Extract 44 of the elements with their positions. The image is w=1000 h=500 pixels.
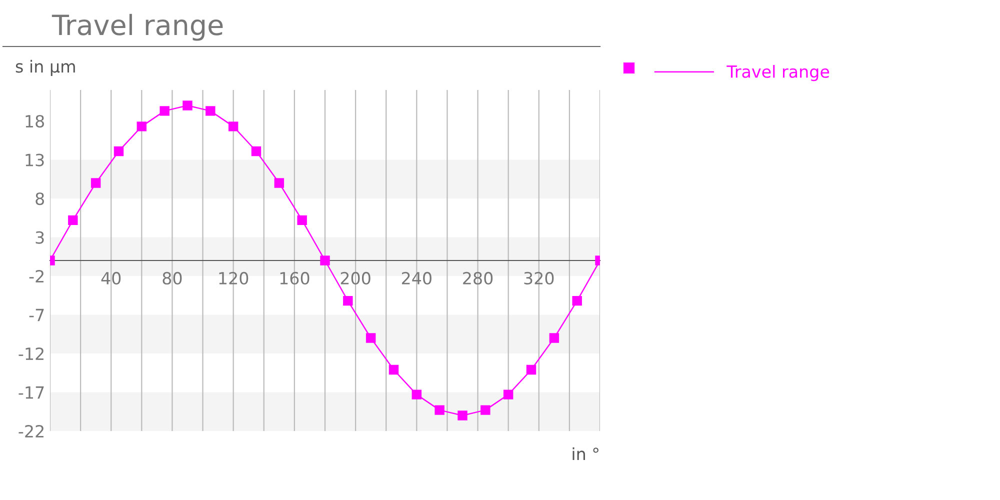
point — [412, 390, 422, 400]
point — [388, 364, 399, 375]
point — [90, 178, 101, 188]
x-tick-label: 80 — [162, 272, 182, 285]
point — [458, 410, 468, 420]
point — [297, 215, 307, 226]
y-tick-label: -2 — [29, 270, 44, 282]
point — [434, 405, 444, 415]
point — [572, 296, 582, 306]
y-tick-label: -17 — [18, 386, 44, 399]
point — [160, 106, 170, 116]
x-tick-label: 120 — [219, 272, 248, 285]
y-tick-label: 13 — [26, 154, 44, 166]
point — [251, 146, 262, 156]
y-axis-title: s in µm — [16, 60, 75, 76]
y-tick-label: 8 — [36, 192, 44, 206]
point — [480, 405, 490, 415]
point — [68, 215, 78, 226]
legend-label: Travel range — [726, 65, 830, 82]
x-axis-title: in ° — [572, 447, 598, 460]
point — [366, 333, 376, 343]
y-tick-label: -22 — [18, 424, 44, 438]
y-tick-label: -12 — [18, 347, 44, 360]
point — [114, 146, 124, 156]
point — [526, 364, 536, 375]
point — [549, 333, 560, 343]
x-tick-label: 320 — [524, 272, 554, 285]
point — [206, 106, 216, 116]
point — [182, 100, 192, 110]
point — [503, 390, 514, 400]
x-tick-label: 40 — [101, 272, 121, 285]
x-tick-label: 280 — [463, 272, 493, 285]
point — [343, 296, 353, 306]
y-tick-label: 3 — [36, 231, 44, 244]
chart-title: Travel range — [52, 14, 223, 41]
y-tick-label: -7 — [29, 308, 44, 322]
x-tick-label: 160 — [280, 272, 310, 285]
y-tick-label: 18 — [26, 114, 44, 128]
point — [136, 122, 147, 132]
point — [274, 178, 284, 188]
x-tick-label: 200 — [340, 272, 370, 285]
x-tick-label: 240 — [402, 272, 432, 285]
point — [228, 122, 238, 132]
point — [320, 256, 330, 266]
